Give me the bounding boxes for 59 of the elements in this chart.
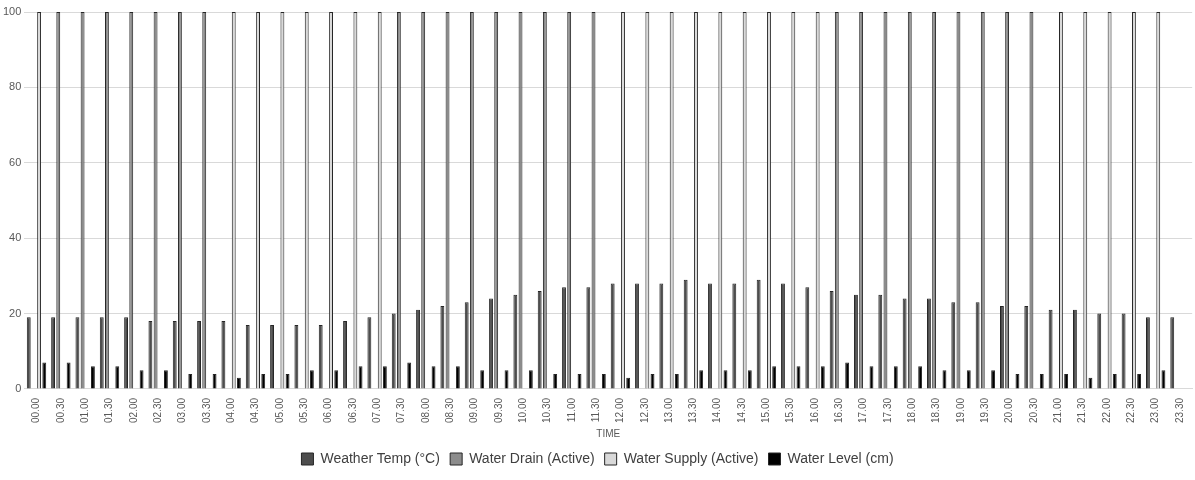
x-tick-label: 00.30 [54,397,66,424]
x-tick-label: 23.30 [1173,397,1185,424]
legend-label: Weather Temp (°C) [320,449,440,466]
legend-label: Water Drain (Active) [469,449,595,466]
x-tick-label: 15.00 [760,397,772,424]
y-tick-label: 0 [15,382,22,395]
y-tick-label: 40 [9,231,22,244]
x-tick-label: 09.30 [492,397,504,424]
x-tick-label: 05.30 [297,397,309,424]
x-tick-label: 01.30 [103,397,115,424]
x-tick-label: 11.00 [565,397,577,423]
x-tick-label: 21.30 [1076,397,1088,424]
x-tick-label: 21.00 [1052,397,1064,424]
x-tick-label: 01.00 [78,397,90,424]
legend-label: Water Level (cm) [787,449,894,466]
x-tick-label: 02.00 [127,397,139,424]
x-tick-label: 16.00 [808,397,820,424]
x-tick-label: 07.00 [370,397,382,424]
x-tick-label: 00.00 [30,397,42,424]
x-tick-label: 09.00 [468,397,480,424]
x-tick-label: 14.30 [735,397,747,424]
x-tick-label: 13.00 [662,397,674,424]
x-tick-label: 06.30 [346,397,358,424]
x-tick-label: 05.00 [273,397,285,424]
x-tick-label: 08.30 [443,397,455,424]
x-tick-label: 16.30 [833,397,845,424]
x-tick-label: 17.30 [881,397,893,424]
x-tick-label: 03.30 [200,397,212,424]
y-tick-label: 20 [9,306,22,319]
x-tick-label: 15.30 [784,397,796,424]
x-tick-label: 22.00 [1100,397,1112,424]
x-tick-label: 20.00 [1003,397,1015,424]
x-tick-label: 04.30 [249,397,261,424]
y-tick-label: 100 [2,5,22,18]
x-tick-label: 11.30 [589,397,601,423]
x-tick-label: 22.30 [1125,397,1137,424]
x-axis-title: TIME [596,427,621,439]
x-tick-label: 10.00 [516,397,528,424]
x-tick-label: 02.30 [151,397,163,424]
x-tick-label: 19.00 [954,397,966,424]
x-tick-label: 19.30 [979,397,991,424]
x-tick-label: 18.00 [906,397,918,424]
x-tick-label: 04.00 [224,397,236,424]
x-tick-label: 20.30 [1027,397,1039,424]
x-tick-label: 23.00 [1149,397,1161,424]
x-tick-label: 12.30 [638,397,650,424]
x-tick-label: 14.00 [711,397,723,424]
x-tick-label: 12.00 [614,397,626,424]
x-tick-label: 13.30 [687,397,699,424]
x-tick-label: 17.00 [857,397,869,424]
x-tick-label: 06.00 [322,397,334,424]
y-tick-label: 80 [9,80,22,93]
x-tick-label: 08.00 [419,397,431,424]
y-tick-label: 60 [9,155,22,168]
x-tick-label: 10.30 [541,397,553,424]
x-tick-label: 18.30 [930,397,942,424]
x-tick-label: 03.00 [176,397,188,424]
legend-label: Water Supply (Active) [623,449,759,466]
x-tick-label: 07.30 [395,397,407,424]
